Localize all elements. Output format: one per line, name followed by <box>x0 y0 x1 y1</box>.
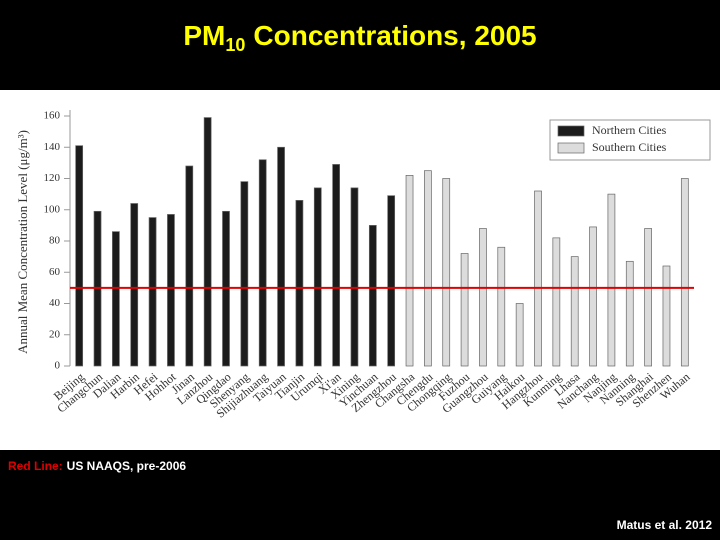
bar <box>405 175 414 367</box>
bar <box>167 214 175 367</box>
y-tick-label: 160 <box>44 110 61 122</box>
bar <box>332 164 340 367</box>
title-subscript: 10 <box>225 35 245 55</box>
bar <box>350 187 359 367</box>
slide-title: PM10 Concentrations, 2005 <box>183 20 536 54</box>
y-tick-label: 40 <box>49 297 61 309</box>
y-axis-label: Annual Mean Concentration Level (μg/m³) <box>15 130 30 354</box>
bar <box>479 228 487 367</box>
bar <box>295 200 304 367</box>
bar <box>112 231 120 367</box>
title-prefix: PM <box>183 20 225 51</box>
legend-swatch <box>557 125 585 137</box>
y-tick-label: 0 <box>55 360 61 372</box>
y-tick-label: 60 <box>49 266 61 278</box>
bar <box>424 170 432 367</box>
bar <box>680 178 689 367</box>
legend-label: Northern Cities <box>592 123 667 137</box>
bar <box>368 225 377 367</box>
bar <box>497 246 506 367</box>
bar <box>75 145 84 367</box>
bar <box>552 237 561 367</box>
y-tick-label: 20 <box>49 328 61 340</box>
bar <box>185 165 194 367</box>
bar <box>625 260 634 367</box>
bar <box>460 253 469 367</box>
bar <box>387 195 396 367</box>
bar <box>515 303 524 367</box>
bar <box>607 193 616 367</box>
y-tick-label: 120 <box>44 172 61 184</box>
bar <box>442 178 451 367</box>
legend-label: Southern Cities <box>592 140 667 154</box>
annotation: Red Line: US NAAQS, pre-2006 <box>8 459 186 473</box>
y-tick-label: 80 <box>49 235 61 247</box>
bar <box>570 256 579 367</box>
annotation-text: US NAAQS, pre-2006 <box>67 459 187 473</box>
legend-swatch <box>557 142 585 154</box>
bar <box>534 190 542 367</box>
bar <box>148 217 157 367</box>
y-tick-label: 100 <box>44 203 61 215</box>
bar <box>240 181 249 367</box>
bar <box>203 117 212 367</box>
bar <box>130 203 139 367</box>
bar <box>589 226 597 367</box>
bar <box>662 265 671 367</box>
source: Matus et al. 2012 <box>617 518 713 532</box>
bar <box>644 228 652 367</box>
annotation-label: Red Line: <box>8 459 63 473</box>
bar <box>277 146 285 367</box>
bar <box>313 187 322 367</box>
title-text: Concentrations, 2005 <box>253 20 536 51</box>
y-tick-label: 140 <box>44 141 61 153</box>
bar <box>258 159 267 367</box>
